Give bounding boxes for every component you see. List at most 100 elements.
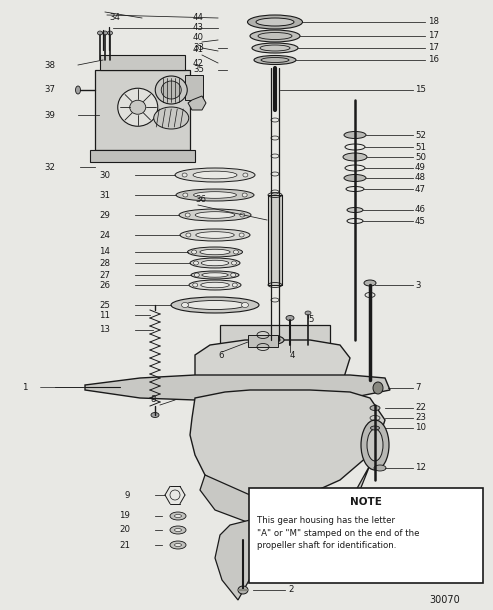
Text: 34: 34: [109, 13, 120, 23]
Ellipse shape: [247, 15, 303, 29]
Text: 27: 27: [99, 270, 110, 279]
Ellipse shape: [266, 336, 284, 344]
Ellipse shape: [170, 526, 186, 534]
Polygon shape: [190, 390, 385, 500]
Ellipse shape: [175, 514, 181, 517]
Ellipse shape: [233, 250, 239, 254]
Polygon shape: [100, 55, 185, 70]
Bar: [185, 75, 203, 100]
Ellipse shape: [201, 260, 229, 266]
Text: 49: 49: [415, 163, 426, 173]
Ellipse shape: [374, 465, 386, 471]
Ellipse shape: [256, 18, 294, 26]
Ellipse shape: [194, 192, 237, 198]
Ellipse shape: [193, 283, 198, 287]
Ellipse shape: [118, 88, 158, 126]
Ellipse shape: [155, 76, 187, 104]
Ellipse shape: [286, 315, 294, 320]
Ellipse shape: [171, 297, 259, 313]
Text: 31: 31: [99, 190, 110, 199]
Ellipse shape: [190, 258, 240, 268]
Text: 47: 47: [415, 184, 426, 193]
Text: 9: 9: [125, 490, 130, 500]
Ellipse shape: [242, 303, 248, 307]
Text: 36: 36: [195, 195, 206, 204]
Text: 13: 13: [99, 326, 110, 334]
Text: 45: 45: [415, 217, 426, 226]
Ellipse shape: [370, 406, 380, 411]
Text: 18: 18: [428, 18, 439, 26]
Text: 46: 46: [415, 206, 426, 215]
Ellipse shape: [189, 280, 241, 290]
Ellipse shape: [191, 271, 239, 279]
Ellipse shape: [187, 247, 243, 257]
Ellipse shape: [154, 107, 189, 129]
Text: 26: 26: [99, 281, 110, 290]
Text: 40: 40: [193, 34, 204, 43]
Text: 7: 7: [415, 384, 421, 392]
Text: 14: 14: [99, 248, 110, 256]
Text: 51: 51: [415, 143, 426, 151]
Ellipse shape: [175, 544, 181, 547]
Ellipse shape: [179, 209, 251, 221]
Text: 5: 5: [308, 315, 314, 325]
Ellipse shape: [364, 280, 376, 286]
Ellipse shape: [180, 229, 250, 241]
Ellipse shape: [373, 382, 383, 394]
Text: 30: 30: [99, 171, 110, 179]
Ellipse shape: [181, 303, 188, 307]
Text: 33: 33: [193, 43, 204, 52]
Polygon shape: [188, 96, 206, 110]
Ellipse shape: [361, 420, 389, 470]
Text: 21: 21: [119, 540, 130, 550]
Ellipse shape: [201, 282, 229, 288]
Text: 24: 24: [99, 231, 110, 240]
Ellipse shape: [161, 81, 181, 99]
Ellipse shape: [254, 56, 296, 65]
Bar: [268, 195, 282, 285]
Bar: [249, 488, 483, 583]
Ellipse shape: [239, 233, 244, 237]
Text: 22: 22: [415, 403, 426, 412]
Text: 8: 8: [150, 395, 155, 404]
Ellipse shape: [182, 173, 187, 177]
Text: 41: 41: [193, 46, 204, 54]
Polygon shape: [220, 325, 330, 355]
Text: 15: 15: [415, 85, 426, 95]
Ellipse shape: [231, 273, 236, 277]
Text: 12: 12: [415, 464, 426, 473]
Text: 37: 37: [44, 85, 55, 95]
Ellipse shape: [98, 31, 103, 35]
Text: 48: 48: [415, 173, 426, 182]
Ellipse shape: [344, 174, 366, 182]
Ellipse shape: [183, 193, 188, 197]
Ellipse shape: [195, 212, 235, 218]
Polygon shape: [85, 375, 390, 400]
Polygon shape: [95, 70, 190, 150]
Ellipse shape: [170, 541, 186, 549]
Ellipse shape: [185, 213, 190, 217]
Text: 16: 16: [428, 56, 439, 65]
Text: 39: 39: [44, 110, 55, 120]
Text: 17: 17: [428, 43, 439, 52]
Polygon shape: [215, 520, 258, 600]
Ellipse shape: [232, 261, 237, 265]
Ellipse shape: [103, 31, 107, 35]
Text: 2: 2: [288, 586, 293, 595]
Text: 38: 38: [44, 60, 55, 70]
Ellipse shape: [175, 168, 255, 182]
Ellipse shape: [186, 233, 191, 237]
Ellipse shape: [371, 426, 380, 430]
Ellipse shape: [75, 86, 80, 94]
Text: 11: 11: [99, 310, 110, 320]
Text: 44: 44: [193, 13, 204, 23]
Ellipse shape: [243, 173, 248, 177]
Text: 35: 35: [193, 65, 204, 74]
Text: 3: 3: [415, 281, 421, 290]
Text: NOTE: NOTE: [350, 497, 382, 507]
Ellipse shape: [238, 586, 248, 594]
Ellipse shape: [170, 512, 186, 520]
Polygon shape: [90, 150, 195, 162]
Ellipse shape: [252, 43, 298, 53]
Text: 32: 32: [44, 162, 55, 171]
